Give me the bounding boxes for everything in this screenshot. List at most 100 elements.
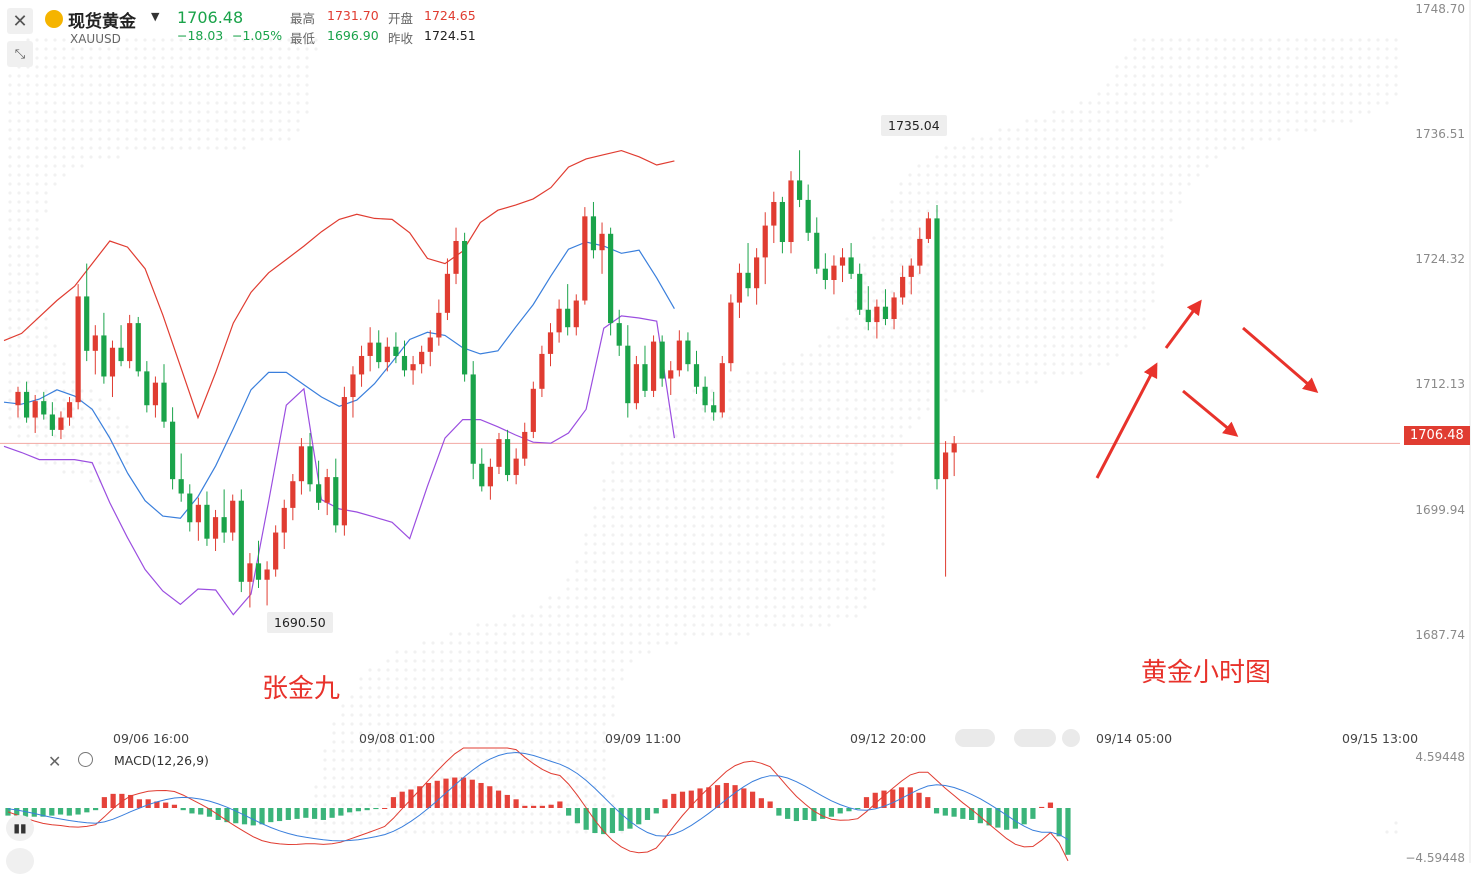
candle[interactable] (238, 489, 244, 593)
candle-type-button[interactable]: ▮▮ (6, 815, 34, 841)
candle[interactable] (942, 441, 949, 577)
candle[interactable] (75, 284, 81, 410)
scroll-pill-1[interactable] (955, 729, 995, 747)
candle[interactable] (556, 299, 562, 343)
candle[interactable] (702, 376, 708, 413)
candle[interactable] (642, 345, 648, 398)
candle[interactable] (496, 432, 502, 475)
candle[interactable] (633, 355, 639, 410)
candle[interactable] (487, 458, 493, 500)
candle[interactable] (779, 196, 785, 254)
candle[interactable] (711, 391, 717, 421)
candle[interactable] (513, 448, 519, 485)
candle[interactable] (762, 212, 768, 285)
candle[interactable] (290, 474, 296, 521)
symbol-name[interactable]: 现货黄金 (68, 12, 136, 32)
candle[interactable] (668, 361, 674, 395)
scroll-pill-3[interactable] (1062, 729, 1080, 747)
candle[interactable] (865, 286, 871, 331)
candle[interactable] (384, 337, 390, 372)
candle[interactable] (92, 325, 98, 375)
candle[interactable] (839, 248, 846, 283)
candle[interactable] (273, 525, 279, 577)
candle[interactable] (805, 184, 811, 241)
candle[interactable] (754, 248, 760, 305)
candle[interactable] (281, 499, 287, 549)
candle[interactable] (410, 355, 416, 385)
candle[interactable] (419, 345, 425, 374)
candle[interactable] (109, 340, 116, 398)
candle[interactable] (608, 227, 614, 336)
candle[interactable] (41, 391, 47, 420)
candle[interactable] (831, 255, 837, 295)
candle[interactable] (504, 429, 511, 482)
candle[interactable] (882, 289, 889, 326)
candle[interactable] (66, 397, 73, 426)
candle[interactable] (565, 284, 571, 336)
candle[interactable] (745, 243, 751, 297)
candle[interactable] (32, 394, 38, 433)
candle[interactable] (685, 332, 691, 372)
candle[interactable] (822, 253, 828, 290)
candle[interactable] (917, 227, 923, 274)
candle[interactable] (522, 422, 528, 466)
macd-close-icon[interactable]: ✕ (48, 752, 62, 771)
candle[interactable] (84, 263, 90, 362)
candle[interactable] (161, 364, 167, 428)
candle[interactable] (376, 330, 382, 369)
candle[interactable] (728, 294, 734, 372)
candle[interactable] (169, 407, 176, 490)
candle[interactable] (264, 561, 270, 606)
candle[interactable] (590, 201, 597, 259)
candle[interactable] (874, 299, 880, 339)
macd-settings-icon[interactable] (78, 752, 93, 767)
candle[interactable] (796, 150, 803, 208)
candle[interactable] (401, 340, 408, 377)
scroll-pill-2[interactable] (1014, 729, 1056, 747)
candle[interactable] (814, 217, 820, 274)
candle[interactable] (324, 468, 330, 516)
candle[interactable] (367, 327, 373, 372)
candle[interactable] (625, 325, 631, 418)
candle[interactable] (444, 258, 451, 321)
candle[interactable] (848, 243, 854, 279)
close-chart-button[interactable]: ✕ (7, 8, 33, 34)
candle[interactable] (453, 227, 459, 285)
candle[interactable] (144, 361, 150, 413)
candle[interactable] (908, 258, 914, 295)
candle[interactable] (255, 540, 262, 588)
candle[interactable] (127, 314, 133, 369)
candle[interactable] (204, 491, 210, 546)
candle[interactable] (693, 350, 700, 394)
candle[interactable] (118, 325, 124, 367)
candle[interactable] (934, 205, 940, 490)
candle[interactable] (951, 436, 957, 477)
candle[interactable] (212, 509, 219, 552)
candle[interactable] (15, 386, 21, 418)
candle[interactable] (298, 438, 305, 495)
candle[interactable] (530, 381, 536, 439)
candle[interactable] (427, 330, 433, 367)
candle[interactable] (891, 292, 897, 330)
candle[interactable] (539, 345, 545, 398)
candle[interactable] (736, 263, 743, 318)
candle[interactable] (358, 345, 365, 387)
collapse-button[interactable]: ⤡ (7, 41, 33, 67)
candlesticks[interactable] (15, 150, 957, 608)
candle[interactable] (195, 497, 201, 541)
candle[interactable] (58, 411, 64, 440)
candle[interactable] (316, 460, 322, 510)
candle[interactable] (178, 453, 184, 502)
candle[interactable] (771, 191, 777, 244)
candle[interactable] (221, 489, 227, 543)
candle[interactable] (900, 265, 906, 305)
candle[interactable] (436, 299, 442, 346)
candle[interactable] (101, 312, 107, 384)
candle[interactable] (470, 361, 476, 480)
more-options-button[interactable] (6, 848, 34, 874)
candle[interactable] (135, 316, 141, 377)
candle[interactable] (462, 232, 468, 382)
candle[interactable] (659, 335, 665, 387)
candle[interactable] (676, 330, 682, 377)
